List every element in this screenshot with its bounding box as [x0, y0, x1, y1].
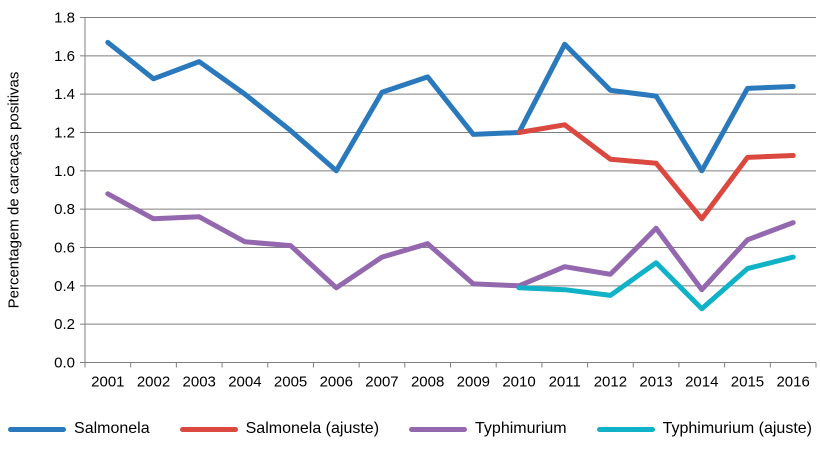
x-tick-label: 2010: [502, 374, 535, 391]
y-axis-label: Percentagem de carcaças positivas: [5, 71, 23, 309]
x-tick-label: 2007: [365, 374, 398, 391]
series-line-salmonela-ajuste: [516, 122, 796, 222]
x-tick-label: 2006: [320, 374, 353, 391]
y-tick-label: 0.0: [54, 355, 75, 372]
legend-swatch: [596, 426, 655, 432]
legend-swatch: [409, 426, 468, 432]
series-line-typhimurium-ajuste: [516, 254, 796, 312]
y-tick-label: 1.6: [54, 48, 75, 65]
x-tick-label: 2012: [594, 374, 627, 391]
x-tick-label: 2004: [228, 374, 261, 391]
legend-swatch: [179, 426, 238, 432]
legend: Salmonela Salmonela (ajuste) Typhimurium Ty…: [0, 406, 820, 452]
y-tick-label: 1.4: [54, 86, 75, 103]
series-line-typhimurium: [105, 191, 796, 293]
x-tick-label: 2002: [137, 374, 170, 391]
y-tick-label: 1.0: [54, 163, 75, 180]
legend-label: Typhimurium: [475, 420, 567, 437]
x-tick-label: 2005: [274, 374, 307, 391]
x-tick-label: 2014: [685, 374, 718, 391]
x-tick-label: 2011: [549, 374, 581, 391]
y-tick-label: 0.2: [54, 316, 75, 333]
x-tick-label: 2013: [639, 374, 672, 391]
y-tick-label: 1.2: [54, 125, 75, 142]
legend-item: Salmonela: [8, 420, 150, 438]
y-tick-label: 1.8: [54, 10, 75, 27]
x-tick-label: 2003: [183, 374, 216, 391]
x-tick-label: 2009: [457, 374, 490, 391]
series-line-salmonela: [105, 39, 796, 174]
legend-label: Salmonela: [74, 420, 150, 437]
plot-area: 0.0 0.2 0.4 0.6 0.8 1.0 1.2 1.4 1.6 1.8 2001 2002 20…: [54, 10, 817, 391]
legend-item: Typhimurium: [409, 420, 567, 438]
x-tick-label: 2008: [411, 374, 444, 391]
x-tick-label: 2016: [776, 374, 809, 391]
legend-item: Salmonela (ajuste): [179, 420, 380, 438]
y-tick-label: 0.8: [54, 201, 75, 218]
y-tick-label: 0.4: [54, 278, 75, 295]
legend-swatch: [8, 426, 67, 432]
x-tick-label: 2015: [731, 374, 764, 391]
legend-label: Salmonela (ajuste): [245, 420, 380, 437]
legend-item: Typhimurium (ajuste): [596, 420, 812, 438]
x-tick-label: 2001: [91, 374, 124, 391]
y-tick-label: 0.6: [54, 240, 75, 257]
legend-label: Typhimurium (ajuste): [662, 420, 812, 437]
